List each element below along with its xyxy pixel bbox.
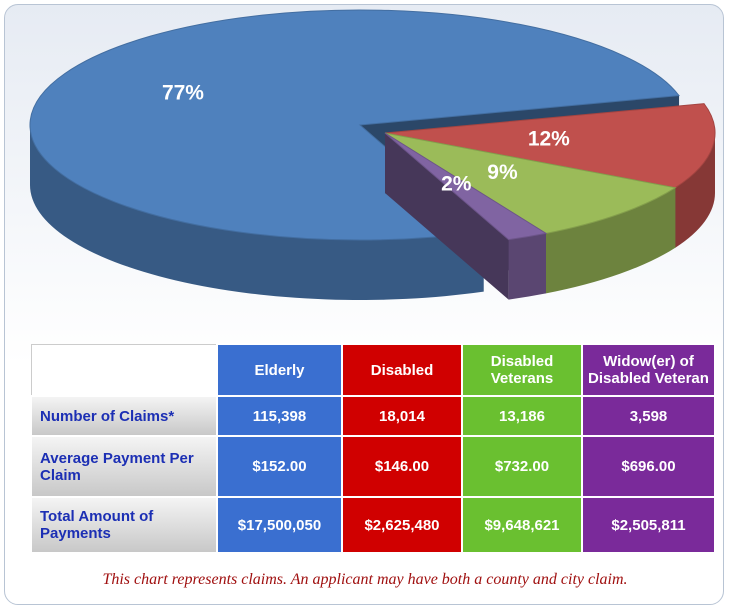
slice: [384, 132, 677, 234]
footnote: This chart represents claims. An applica…: [102, 571, 628, 588]
slice: [384, 132, 548, 241]
table-cell: $2,505,811: [581, 496, 716, 554]
slice-wall: [385, 133, 509, 300]
chart: 77% 12% 9% 2%: [29, 9, 716, 300]
column-header: Disabled: [341, 343, 463, 397]
table-cell: 3,598: [581, 395, 716, 437]
column-header: Elderly: [216, 343, 343, 397]
table-cell: $146.00: [341, 435, 463, 498]
column-header: Widow(er) of Disabled Veteran: [581, 343, 716, 397]
table-row: Average Payment Per Claim $152.00 $146.00 $…: [30, 435, 716, 498]
header-row: Elderly Disabled Disabled Veterans Widow…: [30, 343, 716, 397]
row-label: Average Payment Per Claim: [30, 435, 218, 498]
data-label: 9%: [487, 161, 518, 184]
blank-cell: [30, 343, 218, 397]
slice-side: [545, 187, 676, 294]
slice-side: [30, 125, 484, 300]
table-row: Total Amount of Payments $17,500,050 $2,62…: [30, 496, 716, 554]
table-cell: $732.00: [461, 435, 583, 498]
slice: [384, 103, 716, 189]
table-cell: $696.00: [581, 435, 716, 498]
row-label: Total Amount of Payments: [30, 496, 218, 554]
data-label: 77%: [162, 82, 204, 105]
table-cell: $9,648,621: [461, 496, 583, 554]
data-table: Elderly Disabled Disabled Veterans Widow…: [30, 343, 716, 554]
table-cell: 13,186: [461, 395, 583, 437]
table-cell: 115,398: [216, 395, 343, 437]
data-label: 12%: [528, 127, 570, 150]
column-header: Disabled Veterans: [461, 343, 583, 397]
table-cell: $17,500,050: [216, 496, 343, 554]
row-label: Number of Claims*: [30, 395, 218, 437]
slice-side: [508, 233, 546, 300]
table-cell: $152.00: [216, 435, 343, 498]
table-cell: $2,625,480: [341, 496, 463, 554]
table-cell: 18,014: [341, 395, 463, 437]
data-label: 2%: [441, 172, 472, 195]
slice: [29, 9, 680, 241]
table-row: Number of Claims* 115,398 18,014 13,186 3,59…: [30, 395, 716, 437]
